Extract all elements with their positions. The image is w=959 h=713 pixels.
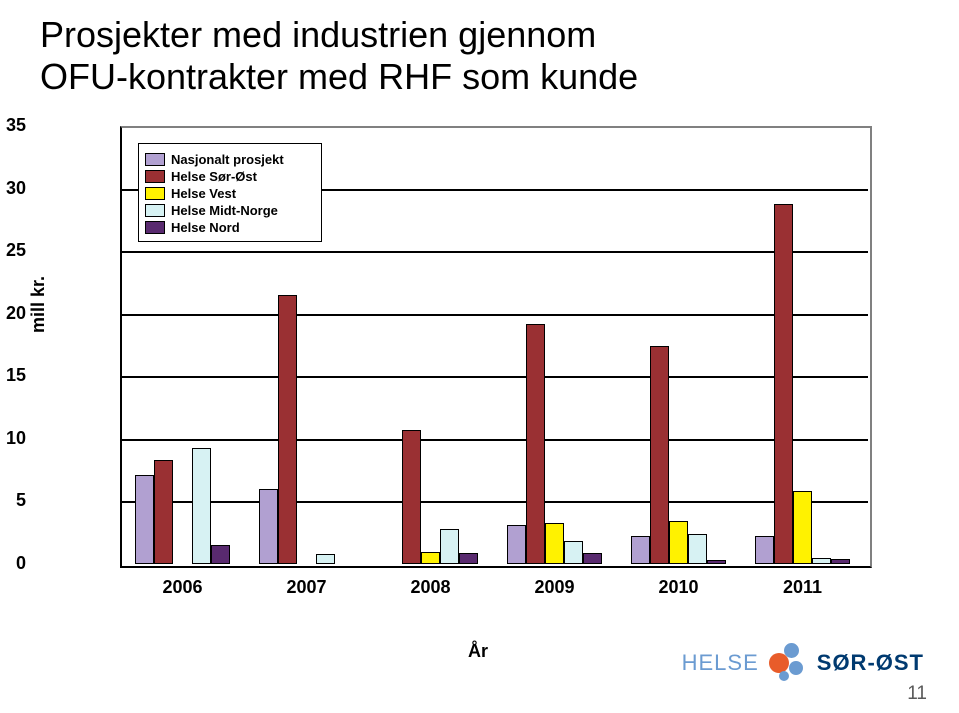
- legend-item: Helse Nord: [145, 220, 315, 235]
- legend-item: Helse Vest: [145, 186, 315, 201]
- bar-helse-midt-norge-2008: [440, 529, 459, 564]
- bar-helse-sør-øst-2008: [402, 430, 421, 564]
- bar-helse-midt-norge-2007: [316, 554, 335, 564]
- bar-helse-sør-øst-2007: [278, 295, 297, 564]
- bar-helse-nord-2010: [707, 560, 726, 564]
- x-tick-label: 2007: [247, 577, 367, 598]
- title-line-1: Prosjekter med industrien gjennom: [40, 14, 596, 55]
- bar-helse-nord-2011: [831, 559, 850, 564]
- bar-helse-sør-øst-2011: [774, 204, 793, 564]
- x-tick-label: 2011: [743, 577, 863, 598]
- legend-label: Helse Sør-Øst: [171, 169, 257, 184]
- bar-helse-nord-2009: [583, 553, 602, 564]
- title-line-2: OFU-kontrakter med RHF som kunde: [40, 56, 638, 97]
- bar-helse-midt-norge-2006: [192, 448, 211, 564]
- x-tick-label: 2009: [495, 577, 615, 598]
- bar-helse-nord-2006: [211, 545, 230, 564]
- legend-swatch: [145, 221, 165, 234]
- bar-nasjonalt-prosjekt-2009: [507, 525, 526, 564]
- bar-helse-vest-2009: [545, 523, 564, 564]
- legend-item: Helse Sør-Øst: [145, 169, 315, 184]
- x-tick-label: 2010: [619, 577, 739, 598]
- legend-swatch: [145, 204, 165, 217]
- y-axis-label: mill kr.: [28, 276, 49, 333]
- bar-helse-nord-2008: [459, 553, 478, 564]
- bar-nasjonalt-prosjekt-2011: [755, 536, 774, 564]
- legend-label: Helse Nord: [171, 220, 240, 235]
- bar-helse-vest-2010: [669, 521, 688, 564]
- y-tick-label: 20: [0, 303, 26, 324]
- y-tick-label: 10: [0, 428, 26, 449]
- page-title: Prosjekter med industrien gjennom OFU-ko…: [40, 14, 638, 99]
- y-tick-label: 25: [0, 240, 26, 261]
- helse-sor-ost-logo: HELSE SØR-ØST: [682, 643, 924, 683]
- y-tick-label: 15: [0, 365, 26, 386]
- legend-label: Helse Midt-Norge: [171, 203, 278, 218]
- x-tick-label: 2006: [123, 577, 243, 598]
- x-axis-label: År: [468, 641, 488, 662]
- bar-helse-sør-øst-2010: [650, 346, 669, 564]
- y-tick-label: 5: [0, 490, 26, 511]
- page-number: 11: [907, 683, 927, 705]
- legend-label: Nasjonalt prosjekt: [171, 152, 284, 167]
- legend: Nasjonalt prosjekt Helse Sør-Øst Helse Ves…: [138, 143, 322, 242]
- legend-swatch: [145, 170, 165, 183]
- bar-helse-vest-2008: [421, 552, 440, 565]
- y-tick-label: 30: [0, 178, 26, 199]
- legend-item: Nasjonalt prosjekt: [145, 152, 315, 167]
- logo-text-helse: HELSE: [682, 650, 759, 676]
- bar-helse-midt-norge-2010: [688, 534, 707, 564]
- bar-chart: mill kr. 05101520253035 Nasjonalt prosje…: [34, 118, 904, 648]
- legend-swatch: [145, 153, 165, 166]
- bar-nasjonalt-prosjekt-2006: [135, 475, 154, 564]
- x-tick-label: 2008: [371, 577, 491, 598]
- legend-swatch: [145, 187, 165, 200]
- legend-label: Helse Vest: [171, 186, 236, 201]
- logo-icon: [769, 643, 809, 683]
- bar-helse-midt-norge-2009: [564, 541, 583, 564]
- bar-helse-sør-øst-2009: [526, 324, 545, 564]
- bar-nasjonalt-prosjekt-2010: [631, 536, 650, 564]
- logo-text-sorost: SØR-ØST: [817, 650, 924, 676]
- bar-nasjonalt-prosjekt-2007: [259, 489, 278, 564]
- bar-helse-vest-2011: [793, 491, 812, 564]
- y-tick-label: 0: [0, 553, 26, 574]
- bar-helse-midt-norge-2011: [812, 558, 831, 564]
- y-tick-label: 35: [0, 115, 26, 136]
- legend-item: Helse Midt-Norge: [145, 203, 315, 218]
- bar-helse-sør-øst-2006: [154, 460, 173, 564]
